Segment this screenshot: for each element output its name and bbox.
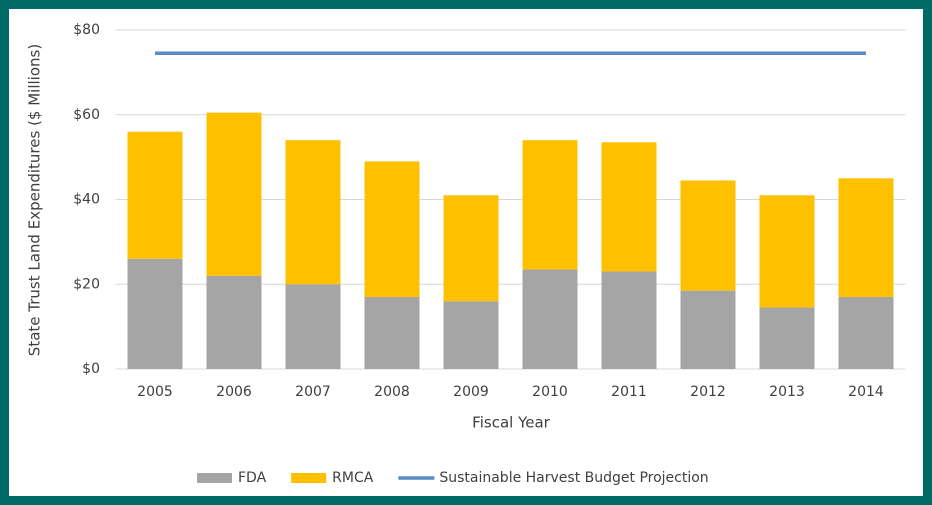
y-tick-label: $20 [73,276,100,292]
x-tick-label: 2005 [137,384,173,400]
x-tick-label: 2007 [295,384,331,400]
x-tick-label: 2012 [690,384,726,400]
bar [206,112,262,276]
bar [285,284,341,369]
bar [680,290,736,369]
y-tick-label: $80 [73,22,100,38]
bar [838,296,894,369]
y-tick-label: $60 [73,107,100,123]
x-tick-label: 2013 [769,384,805,400]
legend-label: Sustainable Harvest Budget Projection [439,470,708,486]
y-tick-label: $0 [82,361,100,377]
bar [601,142,657,272]
bar [522,140,578,270]
bar [522,269,578,369]
legend-label: FDA [238,470,267,486]
bar [838,178,894,297]
bar [127,131,183,259]
bar [364,161,420,297]
bar [759,307,815,369]
x-tick-label: 2006 [216,384,252,400]
bar [285,140,341,285]
bar [206,275,262,369]
bar [364,296,420,369]
legend-label: RMCA [332,470,374,486]
x-axis-label: Fiscal Year [472,414,550,432]
y-axis-label: State Trust Land Expenditures ($ Million… [26,44,44,356]
bar [680,180,736,291]
x-tick-label: 2008 [374,384,410,400]
legend-swatch [197,473,232,483]
y-tick-label: $40 [73,192,100,208]
bar [443,195,499,302]
bar [443,301,499,369]
bar [127,258,183,369]
bar [759,195,815,308]
x-tick-label: 2010 [532,384,568,400]
x-tick-label: 2009 [453,384,489,400]
legend-swatch [291,473,327,483]
x-tick-label: 2011 [611,384,647,400]
bar [601,271,657,369]
x-tick-label: 2014 [848,384,884,400]
